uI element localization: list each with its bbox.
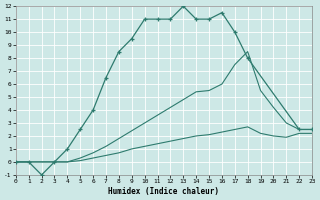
X-axis label: Humidex (Indice chaleur): Humidex (Indice chaleur)	[108, 187, 220, 196]
